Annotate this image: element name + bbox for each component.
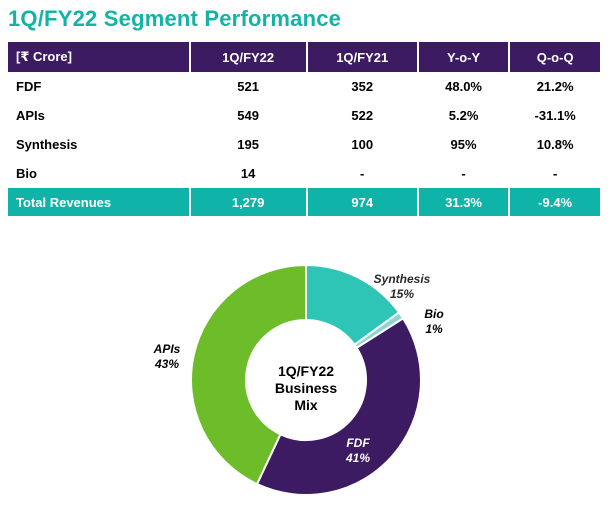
table-row: FDF 521 352 48.0% 21.2% — [8, 72, 600, 101]
cell: 100 — [308, 130, 419, 159]
center-label-line-2: Business — [275, 380, 337, 396]
donut-slices — [190, 263, 422, 496]
cell: 48.0% — [419, 72, 511, 101]
total-cell: 1,279 — [190, 188, 308, 216]
row-label: APIs — [8, 101, 191, 130]
cell: 549 — [191, 101, 308, 130]
slice-label-bio: Bio — [424, 307, 443, 321]
slice-apis — [190, 263, 307, 486]
table-row: Synthesis 195 100 95% 10.8% — [8, 130, 600, 159]
table-header-row: [₹ Crore] 1Q/FY22 1Q/FY21 Y-o-Y Q-o-Q — [8, 42, 600, 72]
page-title: 1Q/FY22 Segment Performance — [8, 6, 342, 31]
cell: 195 — [191, 130, 308, 159]
slice-value-synthesis: 15% — [390, 287, 414, 301]
slice-label-synthesis: Synthesis — [374, 272, 431, 286]
cell: 5.2% — [419, 101, 511, 130]
slice-value-fdf: 41% — [345, 451, 370, 465]
slice-value-apis: 43% — [154, 357, 179, 371]
header-1qfy22: 1Q/FY22 — [190, 42, 308, 72]
cell: 10.8% — [536, 137, 574, 152]
cell: 14 — [191, 159, 308, 188]
cell: -31.1% — [534, 108, 576, 123]
cell: - — [308, 159, 419, 188]
cell: - — [419, 159, 511, 188]
cell: - — [552, 166, 558, 181]
row-label: Synthesis — [8, 130, 191, 159]
slice-fdf — [255, 316, 422, 496]
row-label: FDF — [8, 72, 191, 101]
cell: 95% — [419, 130, 511, 159]
total-label: Total Revenues — [8, 188, 191, 216]
row-label: Bio — [8, 159, 191, 188]
total-cell: 31.3% — [418, 188, 511, 216]
slice-label-apis: APIs — [153, 342, 181, 356]
segment-table: [₹ Crore] 1Q/FY22 1Q/FY21 Y-o-Y Q-o-Q FD… — [8, 42, 600, 216]
slice-value-bio: 1% — [425, 322, 443, 336]
cell: 352 — [308, 72, 419, 101]
center-label-line-3: Mix — [294, 397, 318, 413]
header-unit: [₹ Crore] — [8, 42, 191, 72]
header-yoy: Y-o-Y — [418, 42, 511, 72]
cell: 522 — [308, 101, 419, 130]
table-row: APIs 549 522 5.2% -31.1% — [8, 101, 600, 130]
slice-label-fdf: FDF — [346, 436, 370, 450]
total-cell: 974 — [307, 188, 419, 216]
table-row: Bio 14 - - - — [8, 159, 600, 188]
cell: 21.2% — [536, 79, 574, 94]
total-row: Total Revenues 1,279 974 31.3% -9.4% — [8, 188, 600, 216]
total-cell: -9.4% — [510, 188, 600, 216]
header-qoq: Q-o-Q — [510, 42, 600, 72]
center-label-line-1: 1Q/FY22 — [278, 363, 334, 379]
cell: 521 — [191, 72, 308, 101]
header-1qfy21: 1Q/FY21 — [307, 42, 419, 72]
